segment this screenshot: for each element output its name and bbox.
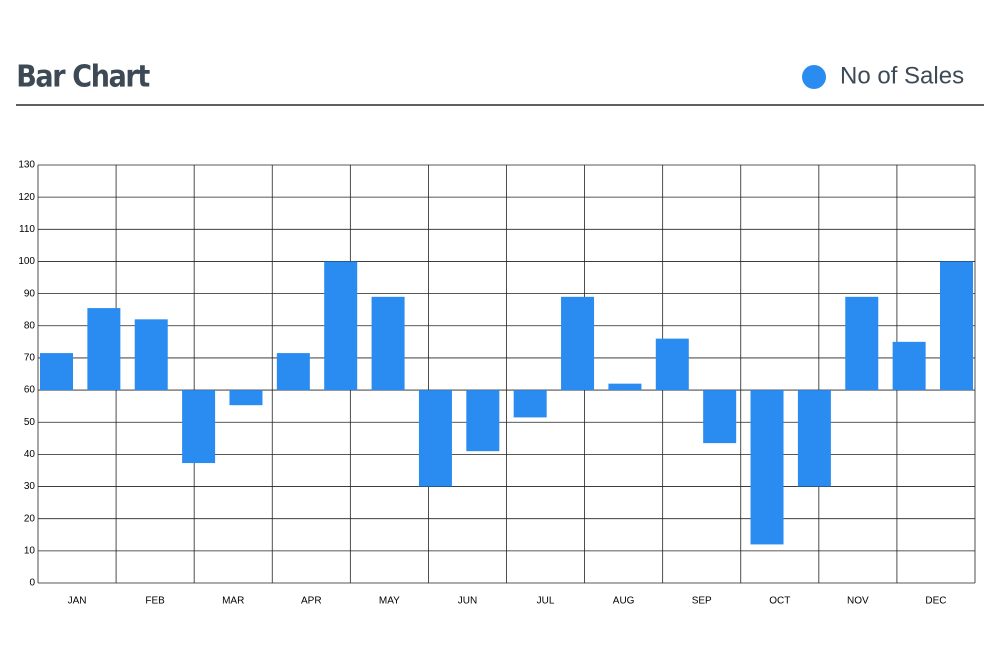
bar (655, 338, 689, 391)
y-tick-label: 50 (24, 417, 36, 428)
bar (87, 308, 121, 391)
x-tick-label: FEB (145, 596, 165, 607)
bar (229, 390, 263, 406)
bar (466, 390, 500, 452)
bar (40, 353, 73, 391)
x-tick-label: NOV (847, 596, 869, 607)
x-tick-label: APR (301, 596, 322, 607)
y-tick-label: 110 (19, 224, 35, 235)
x-tick-label: SEP (692, 596, 712, 607)
bar (371, 296, 405, 391)
y-tick-label: 30 (24, 481, 36, 492)
bar (276, 353, 310, 391)
y-tick-label: 90 (24, 288, 36, 299)
x-tick-label: AUG (613, 596, 635, 607)
bar (418, 390, 452, 487)
bar (750, 390, 784, 545)
y-tick-label: 40 (24, 449, 36, 460)
legend-label: No of Sales (840, 62, 964, 89)
x-tick-label: OCT (769, 596, 790, 607)
y-tick-label: 130 (18, 160, 35, 171)
bar (703, 390, 737, 444)
x-tick-label: JUL (537, 596, 555, 607)
legend-swatch (802, 65, 826, 89)
y-tick-label: 20 (24, 513, 36, 524)
x-tick-label: DEC (925, 596, 946, 607)
y-tick-label: 70 (24, 353, 36, 364)
bar (513, 390, 547, 418)
bar (324, 261, 358, 391)
y-tick-label: 100 (18, 256, 35, 267)
y-tick-label: 10 (24, 545, 36, 556)
bar (845, 296, 879, 391)
y-tick-label: 60 (24, 385, 36, 396)
bar (561, 296, 595, 391)
x-tick-label: MAR (222, 596, 244, 607)
bar (940, 261, 973, 391)
y-tick-label: 120 (18, 192, 35, 203)
x-tick-label: MAY (379, 596, 400, 607)
bar (608, 383, 642, 391)
bar (134, 319, 168, 391)
bar (797, 390, 831, 487)
x-tick-label: JUN (458, 596, 477, 607)
y-tick-label: 0 (29, 578, 35, 589)
chart-title: Bar Chart (16, 59, 149, 94)
bar (892, 341, 926, 391)
x-tick-label: JAN (68, 596, 87, 607)
y-tick-label: 80 (24, 320, 36, 331)
bar (182, 390, 216, 464)
